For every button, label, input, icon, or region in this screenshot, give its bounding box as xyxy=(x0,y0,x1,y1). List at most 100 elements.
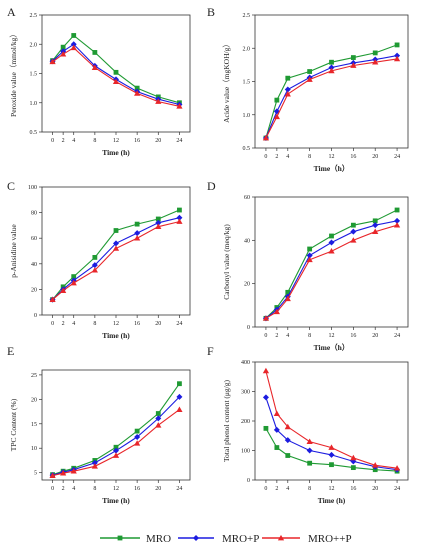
x-axis-label: Time（h） xyxy=(314,163,350,173)
data-point xyxy=(274,97,280,103)
data-point xyxy=(262,367,270,374)
data-point xyxy=(329,462,334,468)
legend: MRO MRO+P MRO++P xyxy=(100,533,352,545)
series-line-mropp xyxy=(52,396,180,476)
x-tick-label: 2 xyxy=(275,486,278,492)
y-tick-label: 300 xyxy=(241,390,250,396)
data-point xyxy=(70,468,77,474)
data-point xyxy=(393,55,401,62)
legend-swatch-marker xyxy=(277,534,285,541)
x-tick-label: 2 xyxy=(275,154,278,160)
data-point xyxy=(307,460,313,466)
x-tick-label: 2 xyxy=(62,486,65,492)
series-line-mroppp xyxy=(52,221,180,301)
x-tick-label: 24 xyxy=(394,333,400,339)
x-tick-label: 20 xyxy=(372,486,378,492)
data-point xyxy=(155,422,162,428)
data-point xyxy=(155,223,162,230)
data-point xyxy=(263,425,269,431)
series-line-mro xyxy=(52,383,180,476)
x-tick-label: 24 xyxy=(176,138,182,144)
y-tick-label: 2.5 xyxy=(30,13,38,19)
data-point xyxy=(350,228,357,235)
x-tick-label: 16 xyxy=(350,333,356,339)
data-point xyxy=(372,50,378,56)
data-point xyxy=(306,252,313,259)
x-tick-label: 24 xyxy=(176,321,182,327)
data-point xyxy=(49,296,56,302)
y-tick-label: 2.0 xyxy=(30,42,38,48)
x-tick-label: 4 xyxy=(72,138,75,144)
data-point xyxy=(177,207,182,213)
data-point xyxy=(60,287,67,294)
data-point xyxy=(262,394,269,401)
y-tick-label: 20 xyxy=(244,282,250,288)
x-tick-label: 4 xyxy=(72,321,75,327)
series-line-mroppp xyxy=(52,409,180,477)
data-point xyxy=(273,410,280,416)
panel-letter: A xyxy=(7,5,16,19)
data-point xyxy=(285,75,291,81)
series-line-mropp xyxy=(265,55,398,139)
x-tick-label: 12 xyxy=(329,486,335,492)
x-tick-label: 0 xyxy=(264,333,267,339)
x-axis-label: Time (h) xyxy=(102,148,130,157)
data-point xyxy=(394,207,400,213)
data-point xyxy=(70,41,77,48)
x-tick-label: 0 xyxy=(264,486,267,492)
data-point xyxy=(112,452,120,458)
data-point xyxy=(113,447,119,454)
series-line-mropp xyxy=(52,217,180,300)
data-point xyxy=(49,58,56,65)
data-point xyxy=(350,454,357,461)
data-point xyxy=(372,228,379,235)
data-point xyxy=(134,440,141,446)
data-point xyxy=(92,255,98,260)
data-point xyxy=(134,428,140,434)
data-point xyxy=(134,85,140,91)
data-point xyxy=(328,451,335,458)
data-point xyxy=(60,51,67,57)
x-axis-label: Time（h） xyxy=(314,342,350,352)
x-tick-label: 12 xyxy=(113,321,119,327)
x-tick-label: 0 xyxy=(264,154,267,160)
data-point xyxy=(91,262,98,269)
y-tick-label: 60 xyxy=(244,195,250,201)
x-tick-label: 2 xyxy=(62,321,65,327)
plot-frame xyxy=(254,14,409,149)
data-point xyxy=(273,426,280,433)
plot-frame xyxy=(41,186,191,316)
y-tick-label: 2.0 xyxy=(243,46,251,52)
data-point xyxy=(176,103,183,109)
data-point xyxy=(350,237,357,243)
data-point xyxy=(273,113,280,120)
y-axis-label: TPC Content (%) xyxy=(9,398,18,451)
y-tick-label: 2.5 xyxy=(243,13,251,19)
data-point xyxy=(155,98,162,104)
x-tick-label: 20 xyxy=(372,333,378,339)
y-tick-label: 200 xyxy=(241,419,250,425)
data-point xyxy=(306,256,313,263)
data-point xyxy=(71,274,77,279)
series-line-mropp xyxy=(265,220,398,319)
data-point xyxy=(134,90,141,96)
data-point xyxy=(306,76,313,82)
data-point xyxy=(284,86,291,93)
data-point xyxy=(113,69,119,75)
x-tick-label: 12 xyxy=(113,486,119,492)
data-point xyxy=(91,267,98,273)
chart-panel-b: B0 2 4 8 12 16 20 240.51.01.52.02.5Time（h）Acide… xyxy=(207,5,409,173)
data-point xyxy=(155,411,161,416)
data-point xyxy=(262,315,270,321)
x-tick-label: 8 xyxy=(308,154,311,160)
y-axis-label: Peroxide value（mmol/kg） xyxy=(9,30,18,117)
y-tick-label: 100 xyxy=(241,449,250,455)
x-tick-label: 8 xyxy=(93,486,96,492)
data-point xyxy=(91,64,98,70)
data-point xyxy=(328,64,335,71)
data-point xyxy=(329,233,334,239)
data-point xyxy=(112,245,120,251)
x-tick-label: 20 xyxy=(155,486,161,492)
